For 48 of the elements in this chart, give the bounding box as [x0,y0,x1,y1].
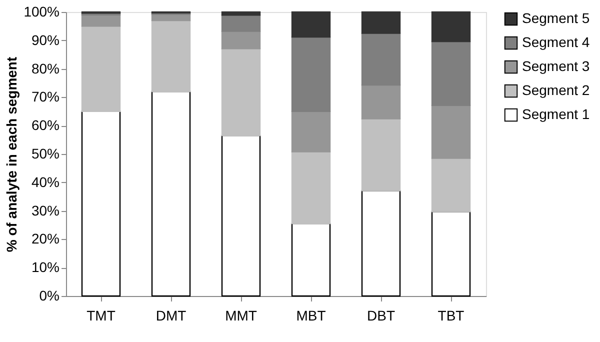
legend-label: Segment 4 [522,34,590,50]
legend-label: Segment 1 [522,106,590,122]
y-tick-label: 90% [31,32,60,48]
bar [431,40,471,106]
bar [221,48,261,136]
bar [291,110,331,152]
x-tick-label: MMT [225,308,258,324]
bar [431,158,471,212]
bar [361,118,401,192]
bar [361,84,401,120]
y-tick-label: 70% [31,88,60,105]
y-tick-label: 40% [31,174,60,190]
x-tick-label: TMT [86,308,116,324]
bar [291,151,331,224]
y-tick-label: 50% [31,146,60,162]
bar [431,211,471,297]
bar [221,14,261,32]
bar [361,190,401,297]
bar [291,11,331,38]
legend-label: Segment 2 [522,82,590,98]
bar [81,14,121,27]
bar [431,11,471,42]
bar [361,11,401,34]
y-tick-label: 100% [24,4,60,20]
y-tick-label: 30% [31,202,60,218]
bar [221,11,261,16]
bar [151,20,191,92]
x-tick-label: DBT [367,308,396,324]
bar [151,90,191,297]
legend-label: Segment 5 [522,10,590,26]
x-tick-label: DMT [156,308,187,324]
bar [291,222,331,297]
bar [291,36,331,112]
bar [81,26,121,112]
y-tick-label: 80% [31,60,60,76]
x-tick-label: TBT [438,308,465,324]
y-axis-title: % of analyte in each segment [4,56,20,252]
y-tick-label: 20% [31,230,60,247]
x-tick-label: MBT [296,308,326,324]
legend-label: Segment 3 [522,58,590,74]
bar [361,32,401,86]
bar [221,134,261,297]
bar [221,30,261,50]
y-tick-label: 60% [31,117,60,134]
y-tick-label: 10% [31,259,60,276]
y-tick-label: 0% [39,288,60,304]
bar [431,104,471,159]
bar [81,110,121,297]
